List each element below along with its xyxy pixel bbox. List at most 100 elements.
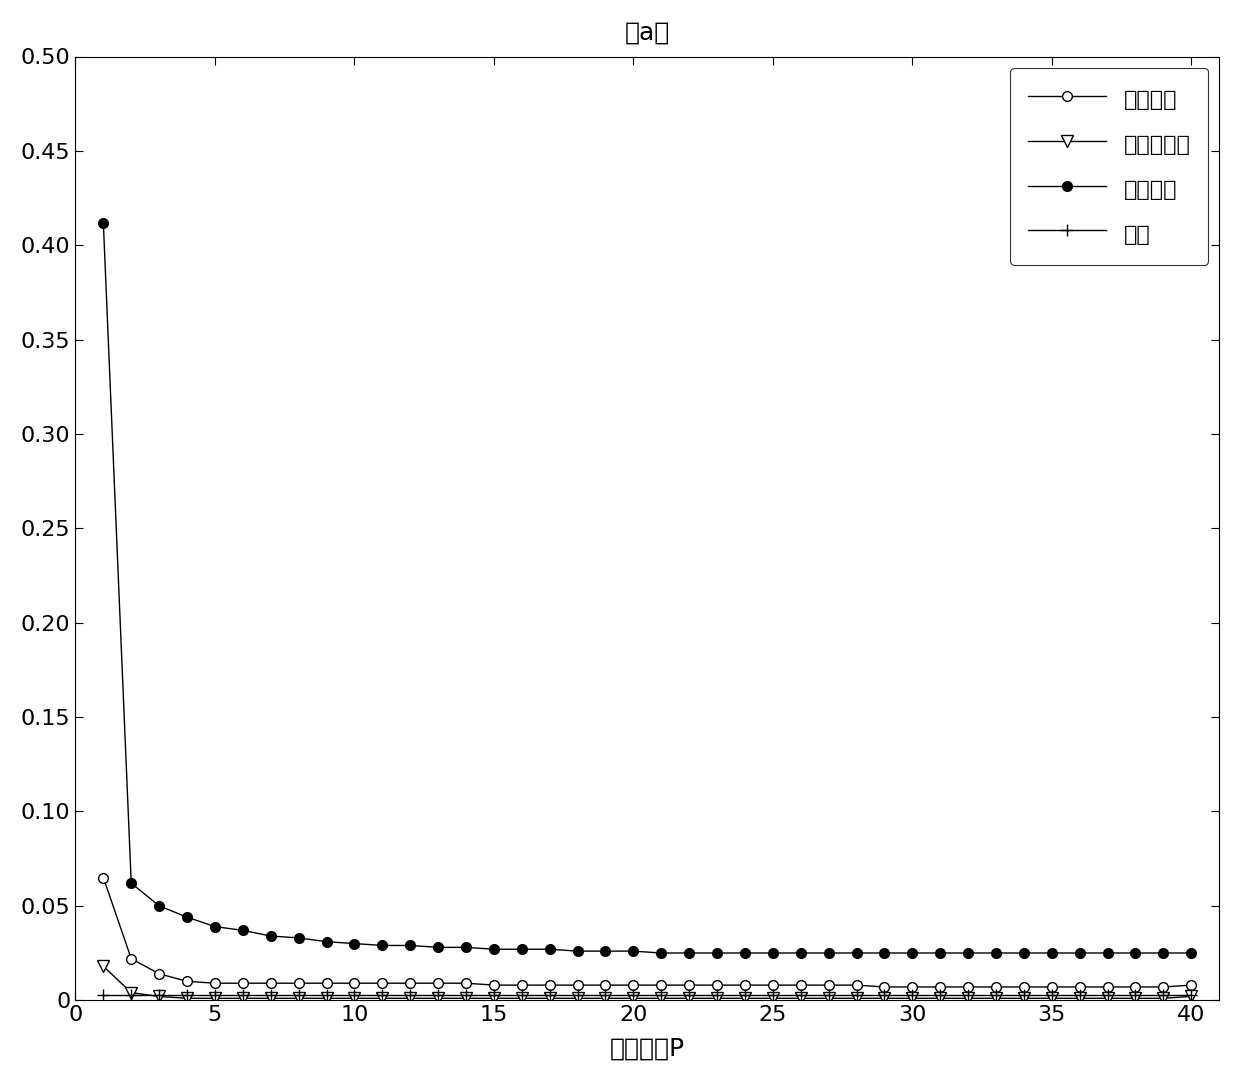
- 外圈故障: [598, 945, 613, 958]
- 外圈故障: [1156, 947, 1171, 960]
- 滚动体故障: [961, 992, 976, 1005]
- 正常: [486, 988, 501, 1001]
- 内圈故障: [988, 980, 1003, 993]
- 内圈故障: [180, 975, 195, 988]
- 滚动体故障: [236, 992, 250, 1005]
- 外圈故障: [794, 947, 808, 960]
- 正常: [1184, 988, 1199, 1001]
- 正常: [1017, 988, 1032, 1001]
- 正常: [430, 988, 445, 1001]
- 内圈故障: [95, 871, 110, 884]
- 外圈故障: [1044, 947, 1059, 960]
- 内圈故障: [1184, 978, 1199, 991]
- 正常: [961, 988, 976, 1001]
- 外圈故障: [877, 947, 892, 960]
- 内圈故障: [1128, 980, 1143, 993]
- 正常: [180, 988, 195, 1001]
- 外圈故障: [1073, 947, 1087, 960]
- 外圈故障: [403, 939, 418, 952]
- 正常: [709, 988, 724, 1001]
- 内圈故障: [765, 978, 780, 991]
- 正常: [374, 988, 389, 1001]
- 外圈故障: [459, 940, 474, 953]
- 外圈故障: [932, 947, 947, 960]
- 内圈故障: [738, 978, 753, 991]
- 滚动体故障: [430, 992, 445, 1005]
- Title: （a）: （a）: [625, 21, 670, 44]
- 内圈故障: [374, 977, 389, 990]
- 外圈故障: [1128, 947, 1143, 960]
- 外圈故障: [1100, 947, 1115, 960]
- 内圈故障: [291, 977, 306, 990]
- Line: 滚动体故障: 滚动体故障: [98, 961, 1197, 1004]
- 滚动体故障: [515, 992, 529, 1005]
- 内圈故障: [403, 977, 418, 990]
- 滚动体故障: [821, 992, 836, 1005]
- 内圈故障: [347, 977, 362, 990]
- 内圈故障: [653, 978, 668, 991]
- 外圈故障: [374, 939, 389, 952]
- 滚动体故障: [598, 992, 613, 1005]
- 外圈故障: [1017, 947, 1032, 960]
- 滚动体故障: [124, 986, 139, 999]
- 滚动体故障: [849, 992, 864, 1005]
- 滚动体故障: [180, 992, 195, 1005]
- 正常: [515, 988, 529, 1001]
- X-axis label: 模型阶数P: 模型阶数P: [610, 1037, 684, 1060]
- 正常: [347, 988, 362, 1001]
- 正常: [1044, 988, 1059, 1001]
- 正常: [236, 988, 250, 1001]
- 正常: [1156, 988, 1171, 1001]
- 正常: [207, 988, 222, 1001]
- 外圈故障: [849, 947, 864, 960]
- 滚动体故障: [1128, 992, 1143, 1005]
- 内圈故障: [1073, 980, 1087, 993]
- 外圈故障: [319, 935, 334, 948]
- 正常: [291, 988, 306, 1001]
- 内圈故障: [877, 980, 892, 993]
- 外圈故障: [207, 920, 222, 933]
- 滚动体故障: [709, 992, 724, 1005]
- 内圈故障: [263, 977, 278, 990]
- 滚动体故障: [653, 992, 668, 1005]
- 滚动体故障: [347, 992, 362, 1005]
- 滚动体故障: [95, 960, 110, 973]
- 内圈故障: [124, 952, 139, 965]
- 正常: [988, 988, 1003, 1001]
- 滚动体故障: [570, 992, 585, 1005]
- 外圈故障: [124, 877, 139, 890]
- 滚动体故障: [1100, 992, 1115, 1005]
- 滚动体故障: [1044, 992, 1059, 1005]
- 内圈故障: [319, 977, 334, 990]
- 外圈故障: [180, 910, 195, 923]
- 内圈故障: [961, 980, 976, 993]
- 滚动体故障: [207, 992, 222, 1005]
- 外圈故障: [653, 947, 668, 960]
- 内圈故障: [1044, 980, 1059, 993]
- 外圈故障: [430, 940, 445, 953]
- 内圈故障: [207, 977, 222, 990]
- 滚动体故障: [1017, 992, 1032, 1005]
- 内圈故障: [151, 967, 166, 980]
- 外圈故障: [515, 943, 529, 956]
- 内圈故障: [1017, 980, 1032, 993]
- 外圈故障: [905, 947, 920, 960]
- 外圈故障: [738, 947, 753, 960]
- 内圈故障: [459, 977, 474, 990]
- 外圈故障: [151, 899, 166, 912]
- 外圈故障: [626, 945, 641, 958]
- 内圈故障: [1100, 980, 1115, 993]
- 外圈故障: [95, 216, 110, 229]
- Legend: 内圈故障, 滚动体故障, 外圈故障, 正常: 内圈故障, 滚动体故障, 外圈故障, 正常: [1011, 68, 1208, 265]
- 滚动体故障: [794, 992, 808, 1005]
- 内圈故障: [932, 980, 947, 993]
- 内圈故障: [486, 978, 501, 991]
- 内圈故障: [236, 977, 250, 990]
- 外圈故障: [765, 947, 780, 960]
- 外圈故障: [263, 930, 278, 943]
- Line: 正常: 正常: [97, 988, 1198, 1001]
- 外圈故障: [236, 924, 250, 937]
- 外圈故障: [1184, 947, 1199, 960]
- 正常: [95, 988, 110, 1001]
- 内圈故障: [794, 978, 808, 991]
